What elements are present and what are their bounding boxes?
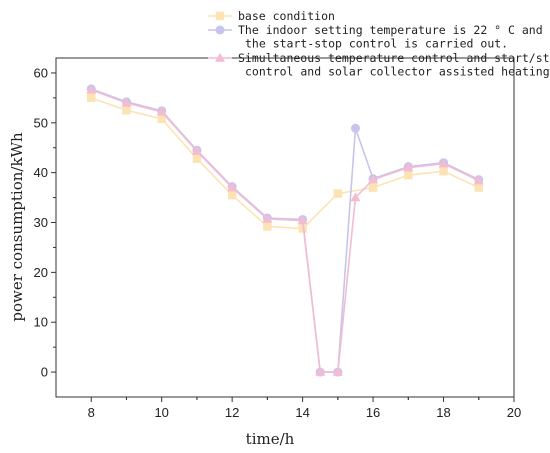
y-tick-label: 40 — [34, 165, 48, 180]
legend-label: control and solar collector assisted hea… — [245, 65, 550, 79]
y-tick-label: 50 — [34, 115, 48, 130]
data-point — [86, 84, 97, 94]
legend-item-1: base condition — [208, 9, 335, 23]
x-tick-label: 8 — [88, 405, 95, 420]
y-axis: 0 10 20 30 40 50 60 — [34, 65, 56, 380]
data-point — [215, 11, 225, 21]
data-point — [315, 366, 326, 376]
series-layer — [86, 84, 484, 377]
series-3 — [86, 84, 484, 376]
y-tick-label: 30 — [34, 215, 48, 230]
data-point — [350, 123, 360, 133]
data-point — [368, 174, 379, 184]
data-point — [215, 25, 225, 35]
data-point — [403, 162, 414, 172]
data-point — [473, 175, 484, 185]
data-point — [87, 93, 96, 103]
x-tick-label: 18 — [436, 405, 450, 420]
legend-item-3: Simultaneous temperature control and sta… — [208, 51, 550, 79]
data-point — [368, 183, 378, 192]
data-point — [227, 190, 237, 200]
data-point — [192, 154, 202, 163]
legend-label: the start-stop control is carried out. — [245, 37, 508, 51]
data-point — [263, 222, 272, 231]
data-point — [333, 189, 343, 198]
data-point — [157, 114, 166, 124]
series-2 — [86, 84, 484, 377]
data-point — [298, 224, 307, 233]
data-point — [332, 366, 343, 376]
legend-item-2: The indoor setting temperature is 22 ° C… — [208, 23, 543, 51]
x-tick-label: 12 — [225, 405, 239, 420]
plot-border — [55, 57, 515, 398]
y-tick-label: 60 — [34, 65, 48, 80]
x-tick-label: 10 — [154, 405, 168, 420]
data-point — [191, 146, 202, 155]
y-tick-label: 0 — [41, 365, 48, 380]
data-point — [215, 52, 225, 62]
x-tick-label: 14 — [295, 405, 309, 420]
y-tick-label: 20 — [34, 265, 48, 280]
legend-label: Simultaneous temperature control and sta… — [238, 51, 550, 65]
legend-label: The indoor setting temperature is 22 ° C… — [238, 23, 543, 37]
data-point — [297, 215, 308, 225]
series-line — [90, 97, 480, 230]
series-1 — [87, 93, 483, 233]
legend-label: base condition — [238, 9, 335, 23]
x-axis: 8 10 12 14 16 18 20 — [88, 397, 521, 420]
x-axis-title: time/h — [246, 430, 295, 448]
data-point — [122, 106, 131, 115]
y-tick-label: 10 — [34, 315, 48, 330]
data-point — [474, 183, 483, 192]
data-point — [156, 106, 167, 116]
data-point — [121, 97, 132, 107]
x-tick-label: 20 — [507, 405, 521, 420]
data-point — [438, 158, 449, 168]
data-point — [350, 192, 361, 202]
plot-frame — [55, 57, 515, 398]
data-point — [439, 166, 448, 176]
x-tick-label: 16 — [366, 405, 380, 420]
data-point — [404, 170, 413, 180]
data-point — [262, 213, 273, 223]
series-line — [90, 89, 480, 373]
data-point — [227, 182, 238, 192]
y-axis-title: power consumption/kWh — [8, 132, 26, 322]
series-line — [90, 88, 480, 373]
